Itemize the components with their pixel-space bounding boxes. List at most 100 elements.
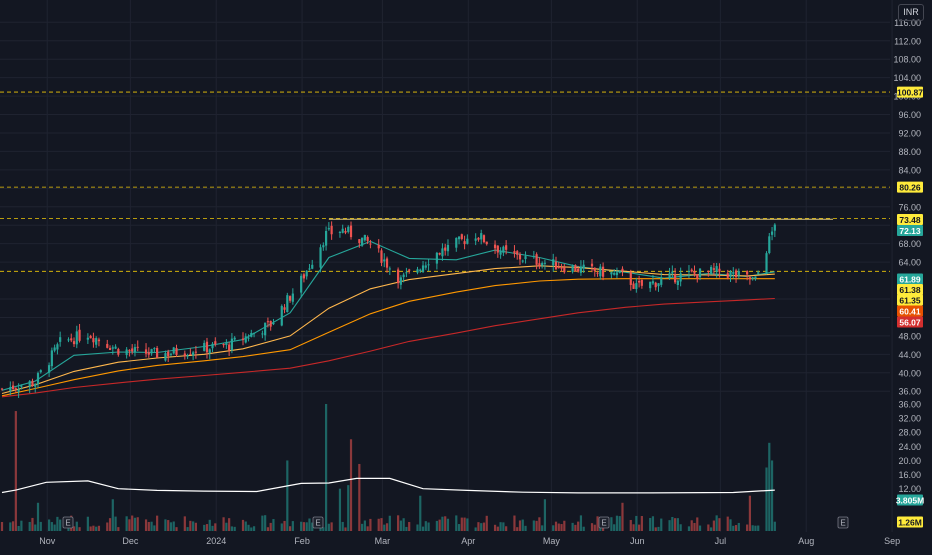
candle-body — [75, 331, 78, 345]
price-label-text: 80.26 — [899, 182, 921, 192]
candle-body — [385, 258, 389, 268]
price-label-text: 61.89 — [899, 274, 921, 284]
price-label: 72.13 — [897, 225, 923, 236]
candle-body — [363, 234, 366, 241]
candle-body — [20, 385, 23, 387]
volume-bar — [590, 523, 594, 531]
volume-bar — [632, 524, 635, 531]
candle-body — [660, 278, 663, 285]
volume-bar — [347, 485, 350, 531]
volume-bar — [712, 520, 715, 531]
volume-tick-label: 32.00 — [898, 414, 921, 424]
volume-bar — [732, 525, 735, 531]
price-label-text: 56.07 — [899, 317, 921, 327]
candle-body — [577, 268, 580, 272]
volume-bar — [264, 515, 267, 531]
candle-body — [380, 250, 383, 263]
price-label: 61.38 — [897, 284, 923, 295]
volume-bar — [377, 518, 380, 531]
volume-bar — [496, 526, 499, 531]
volume-bar — [108, 518, 112, 531]
candle-body — [349, 225, 353, 238]
volume-bar — [460, 517, 463, 531]
volume-bar — [596, 516, 599, 531]
candle-body — [97, 339, 101, 342]
volume-bar — [402, 518, 405, 531]
price-label-box — [897, 294, 923, 306]
volume-bar — [715, 515, 718, 531]
candle-body — [696, 274, 699, 279]
candle-body — [424, 265, 427, 268]
candle-body — [651, 281, 655, 284]
candle-body — [230, 338, 234, 351]
volume-bar — [208, 519, 211, 531]
earnings-marker[interactable]: E — [598, 516, 610, 529]
volume-tick-label: 24.00 — [898, 442, 921, 452]
price-label-box — [897, 273, 923, 285]
candle-body — [419, 269, 422, 272]
volume-bar — [524, 525, 527, 531]
earnings-marker[interactable]: E — [837, 516, 849, 529]
volume-tick-label: 16.00 — [898, 470, 921, 480]
price-label: 60.41 — [897, 305, 923, 317]
volume-bar — [629, 519, 632, 531]
volume-bar — [28, 521, 31, 531]
candle-body — [599, 266, 602, 277]
candle-body — [39, 370, 42, 373]
price-label-box — [897, 284, 923, 295]
volume-bar — [283, 520, 286, 531]
earnings-marker[interactable]: E — [312, 516, 324, 529]
price-axis: 36.0040.0044.0048.0052.0056.0064.0068.00… — [893, 18, 924, 528]
candle-body — [194, 351, 197, 353]
volume-bar — [92, 525, 95, 531]
candle-body — [366, 237, 369, 241]
price-tick-label: 48.00 — [898, 331, 921, 341]
volume-bar — [654, 527, 657, 531]
price-tick-label: 108.00 — [893, 55, 921, 65]
volume-ma-line — [1, 477, 775, 494]
volume-ma — [1, 477, 775, 494]
candle-body — [579, 266, 583, 273]
candle-body — [28, 381, 31, 387]
volume-bar — [687, 526, 691, 531]
candle-body — [286, 295, 289, 313]
volume-bar — [56, 516, 59, 531]
event-marker-box — [312, 516, 324, 529]
volume-bar — [441, 516, 444, 531]
volume-bar — [674, 518, 677, 531]
volume-bar — [408, 522, 411, 531]
volume-bar — [574, 524, 577, 531]
volume-bar — [754, 525, 757, 531]
candle-body — [34, 383, 37, 387]
candle-body — [690, 269, 693, 272]
candle-body — [192, 352, 195, 356]
candle-body — [502, 246, 505, 253]
candle-body — [144, 349, 148, 354]
candle-body — [693, 271, 696, 274]
volume-bar — [651, 516, 655, 531]
candle-body — [36, 373, 40, 384]
volume-bar — [311, 522, 314, 531]
candle-body — [47, 365, 51, 373]
candle-body — [272, 322, 275, 325]
candle-body — [635, 283, 638, 290]
candle-body — [50, 350, 53, 367]
volume-bar — [302, 522, 306, 531]
candle-body — [707, 270, 710, 272]
volume-bar — [388, 515, 391, 531]
volume-bar — [649, 517, 652, 531]
currency-button[interactable]: INR — [898, 4, 924, 21]
time-tick-label: Feb — [294, 536, 310, 546]
volume-bar — [150, 521, 153, 531]
price-label-text: 60.41 — [899, 306, 921, 316]
candle-body — [590, 263, 594, 267]
candle-body — [757, 272, 760, 274]
volume-bar — [557, 523, 560, 531]
volume-bar — [729, 519, 732, 531]
volume-bar — [269, 522, 272, 531]
earnings-marker[interactable]: E — [62, 516, 74, 529]
time-tick-label: Apr — [461, 536, 475, 546]
price-tick-label: 92.00 — [898, 128, 921, 138]
